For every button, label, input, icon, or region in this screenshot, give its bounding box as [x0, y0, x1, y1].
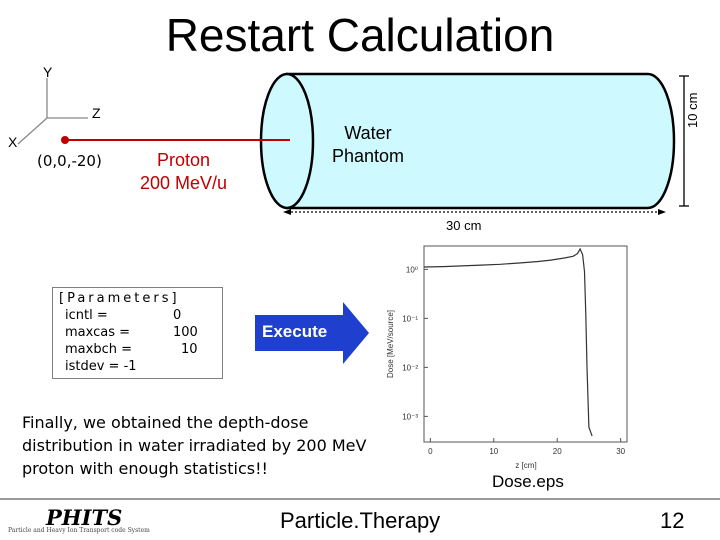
dose-caption: Dose.eps	[492, 472, 564, 491]
height-label: 10 cm	[685, 92, 700, 128]
param-row-istdev: istdev = -1	[61, 358, 222, 375]
phits-logo: PHITS	[46, 505, 123, 530]
phantom-cylinder	[285, 72, 676, 210]
length-label: 30 cm	[446, 218, 482, 233]
chart-x-label: z [cm]	[515, 461, 536, 470]
execute-arrow-shape[interactable]	[255, 302, 369, 364]
execute-label[interactable]: Execute	[262, 322, 328, 341]
x-axis-line	[17, 117, 48, 145]
page-title: Restart Calculation	[165, 9, 555, 61]
dose-chart: 0 10 20 30 10⁰ 10⁻¹ 10⁻² 10⁻³ z [cm] Dose [MeV/…	[386, 245, 628, 470]
param-row-maxbch: maxbch = 10	[61, 341, 222, 358]
x-axis-label: X	[8, 134, 18, 150]
x-tick-label: 20	[553, 447, 562, 456]
source-point	[61, 136, 69, 144]
param-value: 10	[181, 342, 198, 357]
source-position-label: (0,0,-20)	[37, 152, 102, 170]
param-name: icntl =	[65, 308, 108, 323]
x-tick-label: 10	[489, 447, 498, 456]
geometry-diagram	[17, 72, 689, 215]
x-tick-label: 30	[616, 447, 625, 456]
dose-curve	[423, 247, 593, 437]
energy-label: 200 MeV/u	[140, 173, 228, 193]
phantom-label: Water Phantom	[331, 123, 405, 166]
param-value: 100	[173, 325, 198, 340]
footer-divider	[0, 498, 720, 500]
param-name: maxcas =	[65, 325, 131, 340]
footer-title: Particle.Therapy	[280, 508, 441, 533]
param-value: 0	[173, 308, 182, 323]
y-tick-label: 10⁻¹	[402, 314, 418, 323]
param-name: maxbch =	[65, 342, 132, 357]
execute-arrow[interactable]	[255, 302, 375, 364]
y-tick-label: 10⁻²	[402, 363, 418, 372]
param-name: istdev = -1	[65, 359, 137, 374]
parameters-header: [Parameters]	[59, 291, 180, 306]
page-number: 12	[660, 508, 685, 533]
y-tick-label: 10⁰	[406, 265, 418, 274]
particle-label: Proton	[157, 150, 211, 170]
chart-ticks	[424, 268, 622, 442]
param-row-icntl: icntl = 0	[61, 307, 222, 324]
y-tick-label: 10⁻³	[402, 412, 418, 421]
phits-logo-subtitle: Particle and Heavy Ion Transport code Sy…	[8, 527, 150, 534]
plot-frame	[423, 245, 628, 443]
parameters-box: [Parameters] icntl = 0 maxcas = 100 maxb…	[52, 287, 223, 379]
x-tick-label: 0	[428, 447, 433, 456]
summary-text: Finally, we obtained the depth-dose dist…	[22, 413, 367, 478]
z-axis-label: Z	[92, 105, 101, 121]
y-axis-label: Y	[43, 64, 53, 80]
chart-tick-labels: 0 10 20 30 10⁰ 10⁻¹ 10⁻² 10⁻³	[402, 265, 625, 456]
chart-y-label: Dose [MeV/source]	[386, 310, 395, 378]
param-row-maxcas: maxcas = 100	[61, 324, 222, 341]
